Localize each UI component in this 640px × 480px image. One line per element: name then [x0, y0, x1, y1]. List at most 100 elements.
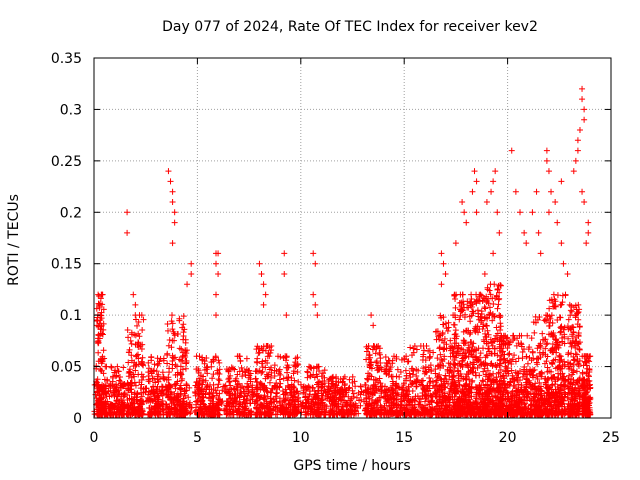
data-point	[125, 359, 132, 366]
data-point	[130, 371, 137, 378]
data-point	[376, 375, 383, 382]
data-point	[120, 364, 127, 371]
data-point	[280, 375, 287, 382]
data-point	[169, 320, 176, 327]
data-point	[172, 382, 179, 389]
data-point	[366, 372, 373, 379]
data-point	[216, 377, 223, 384]
data-point	[294, 369, 301, 376]
data-point	[95, 340, 102, 347]
data-point	[145, 378, 152, 385]
data-point	[330, 411, 337, 418]
data-point	[402, 367, 409, 374]
data-point	[442, 372, 449, 379]
data-point	[113, 411, 120, 418]
data-point	[97, 295, 104, 302]
data-point	[438, 356, 445, 363]
data-point	[268, 374, 275, 381]
data-point	[133, 316, 140, 323]
data-point	[385, 372, 392, 379]
data-point	[304, 368, 311, 375]
data-point	[437, 351, 444, 358]
data-point	[448, 369, 455, 376]
data-point	[163, 411, 170, 418]
data-point	[452, 304, 459, 311]
data-point	[178, 346, 185, 353]
data-point	[393, 353, 400, 360]
data-point	[98, 312, 105, 319]
data-point	[344, 401, 351, 408]
data-point	[139, 354, 146, 361]
data-point	[179, 324, 186, 331]
data-point	[256, 345, 263, 352]
data-point	[417, 343, 424, 349]
data-point	[404, 358, 411, 365]
data-point	[109, 373, 116, 380]
data-point	[295, 378, 302, 385]
data-point	[277, 353, 284, 360]
data-point	[176, 345, 183, 352]
data-point	[227, 411, 234, 418]
data-point	[467, 318, 474, 325]
data-point	[173, 380, 180, 387]
data-point	[136, 333, 143, 340]
data-point	[145, 359, 152, 366]
data-point	[131, 379, 138, 386]
data-point	[127, 380, 134, 387]
data-point	[247, 370, 254, 377]
data-point	[425, 348, 432, 355]
data-point	[210, 371, 217, 378]
data-point	[238, 364, 245, 371]
data-point	[292, 355, 299, 362]
data-point	[440, 346, 447, 353]
data-point	[169, 365, 176, 372]
data-point	[284, 377, 291, 384]
data-point	[329, 406, 336, 413]
data-point	[385, 357, 392, 364]
data-point	[239, 373, 246, 380]
data-point	[326, 376, 333, 383]
data-point	[273, 390, 280, 397]
data-point	[128, 357, 135, 364]
data-point	[99, 331, 106, 338]
data-point	[226, 375, 233, 382]
data-point	[432, 366, 439, 373]
data-point	[417, 401, 424, 408]
data-point	[413, 372, 420, 379]
data-point	[352, 383, 359, 390]
data-point	[366, 362, 373, 369]
data-point	[401, 356, 408, 363]
data-point	[396, 373, 403, 380]
data-point	[148, 370, 155, 377]
data-point	[304, 374, 311, 381]
data-point	[384, 361, 391, 368]
data-point	[125, 373, 132, 380]
data-point	[183, 347, 190, 354]
data-point	[266, 379, 273, 386]
data-point	[171, 330, 178, 337]
data-point	[216, 370, 223, 377]
data-point	[153, 368, 160, 375]
data-point	[154, 362, 161, 369]
data-point	[210, 358, 217, 365]
data-point	[271, 362, 278, 369]
data-point	[274, 389, 281, 396]
data-point	[447, 347, 454, 354]
data-point	[204, 364, 211, 371]
data-point	[268, 389, 275, 396]
data-point	[203, 354, 210, 361]
data-point	[204, 370, 211, 377]
data-point	[426, 353, 433, 360]
data-point	[311, 374, 318, 381]
data-point	[382, 353, 389, 360]
data-point	[225, 368, 232, 375]
data-point	[259, 358, 266, 365]
data-point	[285, 374, 292, 381]
data-point	[445, 324, 452, 331]
data-point	[93, 305, 100, 312]
data-point	[447, 337, 454, 344]
data-point	[350, 390, 357, 397]
data-point	[437, 364, 444, 371]
data-point	[243, 355, 250, 362]
data-point	[240, 396, 247, 403]
